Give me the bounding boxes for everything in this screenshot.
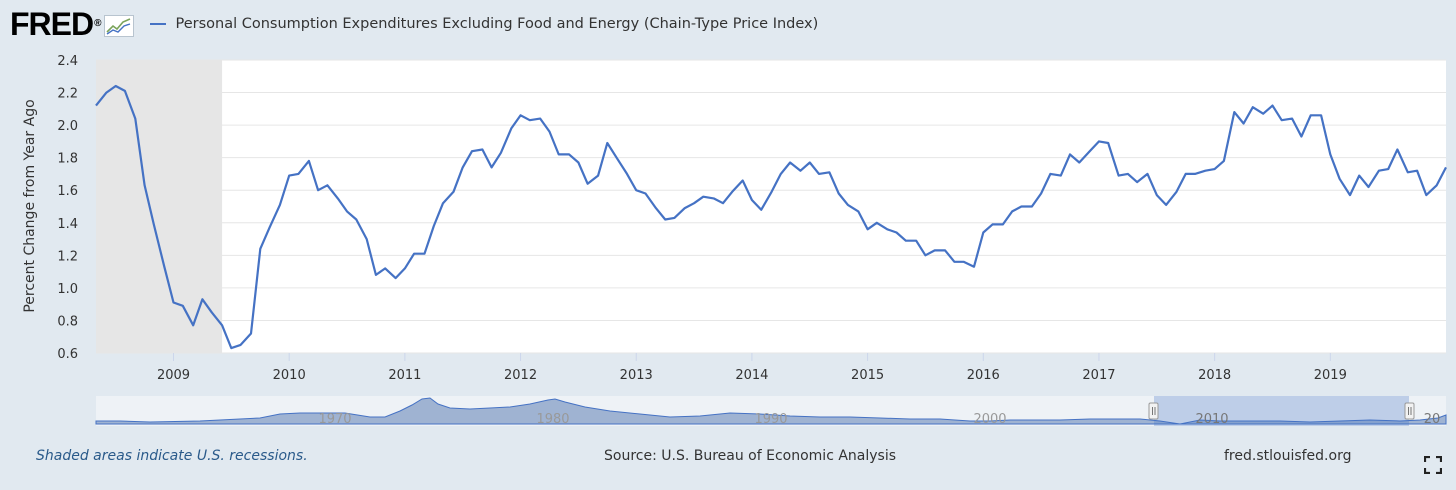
y-tick-label: 2.4 bbox=[57, 54, 78, 69]
series-line bbox=[95, 84, 1447, 350]
y-tick-label: 2.2 bbox=[57, 87, 78, 102]
navigator-label-2000: 2000 bbox=[973, 412, 1006, 427]
registered-mark: ® bbox=[94, 18, 101, 29]
y-tick-label: 1.6 bbox=[57, 184, 78, 199]
navigator-handle-right[interactable] bbox=[1404, 402, 1415, 420]
x-tick-label: 2010 bbox=[273, 368, 306, 383]
navigator-history-area bbox=[95, 397, 1447, 425]
x-tick-label: 2014 bbox=[735, 368, 768, 383]
y-tick-label: 0.8 bbox=[57, 314, 78, 329]
y-tick-label: 1.0 bbox=[57, 282, 78, 297]
y-axis-ticks: 0.6 0.8 1.0 1.2 1.4 1.6 1.8 2.0 2.2 2.4 bbox=[57, 54, 78, 362]
plot-background bbox=[96, 60, 1446, 353]
navigator-label-1970: 1970 bbox=[318, 412, 351, 427]
navigator-label-2020: 20 bbox=[1424, 412, 1441, 427]
x-tick-label: 2016 bbox=[967, 368, 1000, 383]
legend-series-label: Personal Consumption Expenditures Exclud… bbox=[175, 16, 819, 32]
navigator-label-1980: 1980 bbox=[536, 412, 569, 427]
navigator-label-2010: 2010 bbox=[1195, 412, 1228, 427]
navigator-selection[interactable] bbox=[1154, 396, 1409, 426]
fred-logo[interactable]: FRED® bbox=[10, 6, 102, 42]
x-tick-label: 2013 bbox=[620, 368, 653, 383]
x-tick-label: 2017 bbox=[1082, 368, 1115, 383]
y-tick-label: 2.0 bbox=[57, 119, 78, 134]
fullscreen-icon[interactable] bbox=[1424, 456, 1442, 474]
recession-shading bbox=[96, 60, 223, 353]
fred-logo-text: FRED bbox=[10, 6, 94, 42]
range-navigator[interactable]: 1970 1980 1990 2000 2010 20 bbox=[95, 396, 1447, 427]
y-tick-label: 0.6 bbox=[57, 347, 78, 362]
grid-lines bbox=[96, 59, 1446, 354]
y-tick-label: 1.4 bbox=[57, 217, 78, 232]
x-tick-label: 2019 bbox=[1314, 368, 1347, 383]
y-axis-label: Percent Change from Year Ago bbox=[22, 99, 38, 312]
line-chart: 0.60.81.01.21.41.61.82.02.22.4 2009 2010 2… bbox=[22, 54, 1447, 427]
fred-site-link[interactable]: fred.stlouisfed.org bbox=[1224, 448, 1352, 464]
x-axis-ticks: 2009 2010 2011 2012 2013 2014 2015 2016 2017 2018… bbox=[157, 353, 1347, 383]
x-tick-label: 2018 bbox=[1198, 368, 1231, 383]
legend-line-swatch bbox=[150, 23, 167, 25]
x-tick-label: 2012 bbox=[504, 368, 537, 383]
source-credit: Source: U.S. Bureau of Economic Analysis bbox=[604, 448, 897, 464]
chart-header: FRED® Personal Consumption Expenditures … bbox=[10, 6, 818, 42]
x-tick-label: 2009 bbox=[157, 368, 190, 383]
x-tick-label: 2011 bbox=[388, 368, 421, 383]
navigator-label-1990: 1990 bbox=[754, 412, 787, 427]
y-tick-label: 1.8 bbox=[57, 152, 78, 167]
x-tick-label: 2015 bbox=[851, 368, 884, 383]
recession-note: Shaded areas indicate U.S. recessions. bbox=[36, 448, 308, 464]
chart-legend[interactable]: Personal Consumption Expenditures Exclud… bbox=[150, 16, 818, 32]
y-tick-label: 1.2 bbox=[57, 249, 78, 264]
line-graph-icon bbox=[104, 15, 135, 37]
navigator-handle-left[interactable] bbox=[1148, 402, 1159, 420]
